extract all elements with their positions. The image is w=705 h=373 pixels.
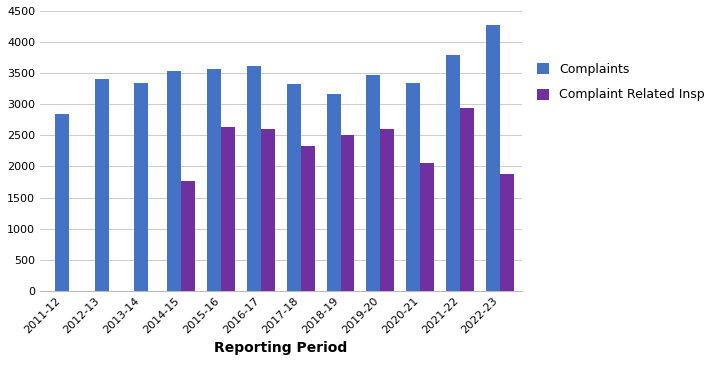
Legend: Complaints, Complaint Related Inspection: Complaints, Complaint Related Inspection [533, 59, 705, 105]
Bar [460, 108, 474, 291]
Bar [181, 181, 195, 291]
Bar [247, 66, 261, 291]
Bar [326, 94, 341, 291]
Bar [135, 83, 149, 291]
Bar [221, 127, 235, 291]
Bar [420, 163, 434, 291]
Bar [55, 114, 69, 291]
Bar [446, 55, 460, 291]
Bar [486, 25, 500, 291]
Bar [500, 174, 514, 291]
Bar [367, 75, 381, 291]
Bar [94, 79, 109, 291]
X-axis label: Reporting Period: Reporting Period [214, 341, 348, 355]
Bar [167, 71, 181, 291]
Bar [406, 84, 420, 291]
Bar [287, 84, 301, 291]
Bar [207, 69, 221, 291]
Bar [341, 135, 355, 291]
Bar [381, 129, 394, 291]
Bar [261, 129, 275, 291]
Bar [301, 146, 314, 291]
